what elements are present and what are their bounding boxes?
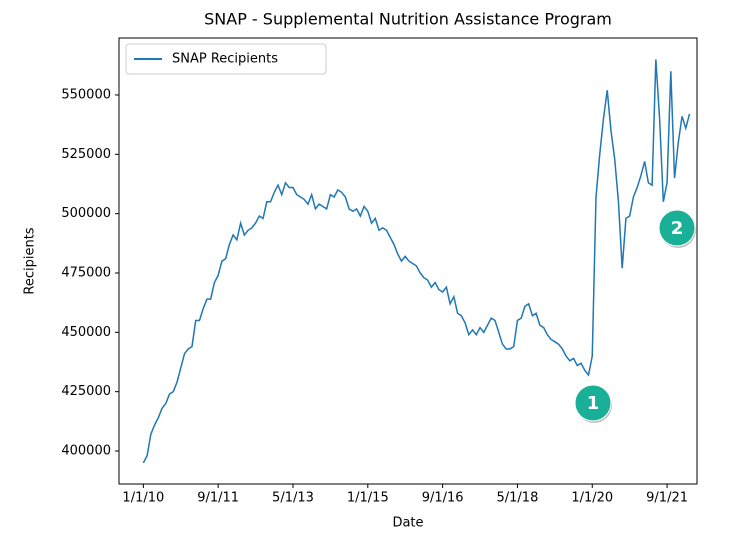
legend-label: SNAP Recipients (172, 52, 278, 67)
x-tick-label: 1/1/15 (347, 491, 389, 506)
annotation-badge (658, 209, 696, 247)
x-tick-label: 5/1/18 (497, 491, 539, 506)
chart-title: SNAP - Supplemental Nutrition Assistance… (204, 10, 612, 29)
y-tick-label: 550000 (61, 87, 111, 102)
x-tick-label: 5/1/13 (272, 491, 314, 506)
y-tick-label: 400000 (61, 444, 111, 459)
annotation-badge (574, 384, 612, 422)
legend: SNAP Recipients (125, 43, 327, 75)
y-tick-label: 425000 (61, 384, 111, 399)
x-tick-label: 9/1/16 (422, 491, 464, 506)
legend-box (125, 43, 327, 75)
y-tick-label: 450000 (61, 325, 111, 340)
y-tick-label: 500000 (61, 206, 111, 221)
annotation-label: 1 (587, 393, 600, 414)
y-tick-label: 475000 (61, 265, 111, 280)
data-line (142, 59, 691, 464)
x-tick-label: 1/1/10 (122, 491, 164, 506)
plot-area (118, 37, 698, 485)
y-axis-label: Recipients (23, 227, 38, 294)
x-tick-label: 9/1/21 (646, 491, 688, 506)
x-tick-label: 9/1/11 (197, 491, 239, 506)
annotation-label: 2 (671, 218, 684, 239)
x-axis-label: Date (392, 516, 423, 531)
x-tick-label: 1/1/20 (571, 491, 613, 506)
y-tick-label: 525000 (61, 147, 111, 162)
